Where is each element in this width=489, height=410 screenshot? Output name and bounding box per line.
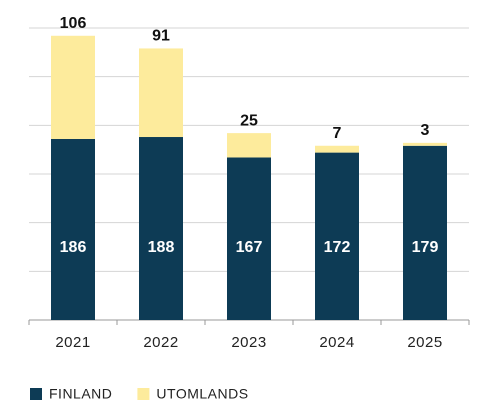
bar-segment xyxy=(139,48,183,138)
bar-segment xyxy=(227,133,271,158)
data-label: 167 xyxy=(236,239,263,256)
data-label: 106 xyxy=(60,15,87,32)
data-label: 3 xyxy=(421,122,430,139)
bar-segment xyxy=(227,157,271,320)
bar-segment xyxy=(315,145,359,153)
bar-segment xyxy=(51,35,95,139)
x-tick-label: 2025 xyxy=(407,334,442,351)
bar-segment xyxy=(51,138,95,320)
x-tick-label: 2024 xyxy=(319,334,354,351)
legend-label: FINLAND xyxy=(49,386,112,402)
legend-swatch xyxy=(30,388,42,400)
data-label: 188 xyxy=(148,239,175,256)
legend-label: UTOMLANDS xyxy=(156,386,248,402)
bar-segment xyxy=(139,137,183,320)
bar-segment xyxy=(403,145,447,320)
data-label: 7 xyxy=(333,125,342,142)
bar-segment xyxy=(315,152,359,320)
data-label: 91 xyxy=(152,28,170,45)
data-label: 172 xyxy=(324,239,351,256)
x-tick-label: 2021 xyxy=(55,334,90,351)
bar-segment xyxy=(403,142,447,146)
data-label: 186 xyxy=(60,239,87,256)
data-label: 179 xyxy=(412,239,439,256)
data-label: 25 xyxy=(240,112,258,129)
legend-swatch xyxy=(137,388,150,400)
x-tick-label: 2023 xyxy=(231,334,266,351)
x-tick-label: 2022 xyxy=(143,334,178,351)
